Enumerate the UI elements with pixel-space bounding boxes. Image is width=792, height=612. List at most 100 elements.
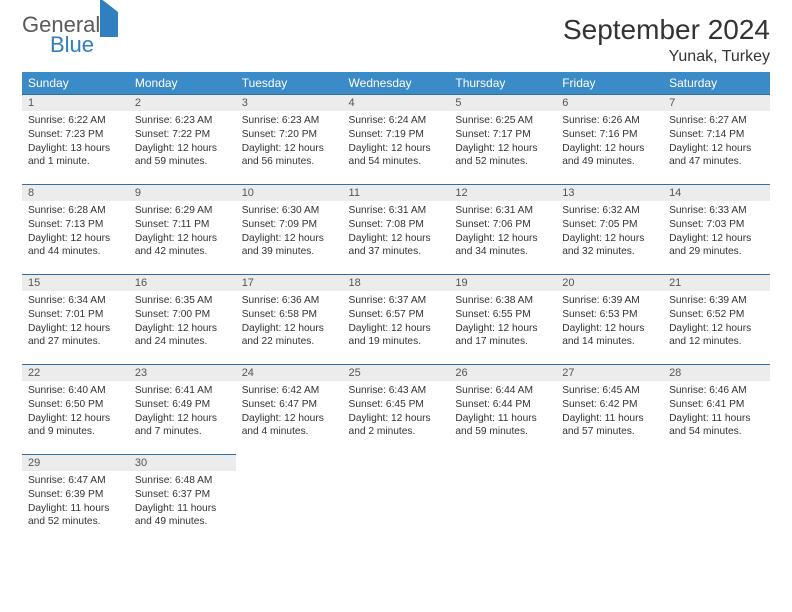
day-info: Sunrise: 6:30 AMSunset: 7:09 PMDaylight:… bbox=[236, 201, 343, 263]
day-info: Sunrise: 6:43 AMSunset: 6:45 PMDaylight:… bbox=[343, 381, 450, 443]
day-cell: 21Sunrise: 6:39 AMSunset: 6:52 PMDayligh… bbox=[663, 274, 770, 364]
weekday-row: Sunday Monday Tuesday Wednesday Thursday… bbox=[22, 72, 770, 94]
day-number: 1 bbox=[22, 94, 129, 111]
calendar-table: Sunday Monday Tuesday Wednesday Thursday… bbox=[22, 72, 770, 544]
day-info: Sunrise: 6:33 AMSunset: 7:03 PMDaylight:… bbox=[663, 201, 770, 263]
day-cell: 11Sunrise: 6:31 AMSunset: 7:08 PMDayligh… bbox=[343, 184, 450, 274]
day-cell: 24Sunrise: 6:42 AMSunset: 6:47 PMDayligh… bbox=[236, 364, 343, 454]
col-tue: Tuesday bbox=[236, 72, 343, 94]
day-cell: 15Sunrise: 6:34 AMSunset: 7:01 PMDayligh… bbox=[22, 274, 129, 364]
day-info: Sunrise: 6:39 AMSunset: 6:53 PMDaylight:… bbox=[556, 291, 663, 353]
table-row: 8Sunrise: 6:28 AMSunset: 7:13 PMDaylight… bbox=[22, 184, 770, 274]
day-cell: 1Sunrise: 6:22 AMSunset: 7:23 PMDaylight… bbox=[22, 94, 129, 184]
day-number: 9 bbox=[129, 184, 236, 201]
day-info: Sunrise: 6:24 AMSunset: 7:19 PMDaylight:… bbox=[343, 111, 450, 173]
day-number: 24 bbox=[236, 364, 343, 381]
day-number: 23 bbox=[129, 364, 236, 381]
day-info: Sunrise: 6:26 AMSunset: 7:16 PMDaylight:… bbox=[556, 111, 663, 173]
day-number: 12 bbox=[449, 184, 556, 201]
col-sat: Saturday bbox=[663, 72, 770, 94]
day-cell: 8Sunrise: 6:28 AMSunset: 7:13 PMDaylight… bbox=[22, 184, 129, 274]
day-info: Sunrise: 6:32 AMSunset: 7:05 PMDaylight:… bbox=[556, 201, 663, 263]
day-cell: 18Sunrise: 6:37 AMSunset: 6:57 PMDayligh… bbox=[343, 274, 450, 364]
day-cell: 22Sunrise: 6:40 AMSunset: 6:50 PMDayligh… bbox=[22, 364, 129, 454]
day-info: Sunrise: 6:47 AMSunset: 6:39 PMDaylight:… bbox=[22, 471, 129, 533]
table-row: 15Sunrise: 6:34 AMSunset: 7:01 PMDayligh… bbox=[22, 274, 770, 364]
day-number: 10 bbox=[236, 184, 343, 201]
day-cell bbox=[449, 454, 556, 544]
day-number: 15 bbox=[22, 274, 129, 291]
day-number: 25 bbox=[343, 364, 450, 381]
day-number: 14 bbox=[663, 184, 770, 201]
day-info: Sunrise: 6:42 AMSunset: 6:47 PMDaylight:… bbox=[236, 381, 343, 443]
day-number: 2 bbox=[129, 94, 236, 111]
day-number: 30 bbox=[129, 454, 236, 471]
day-cell: 13Sunrise: 6:32 AMSunset: 7:05 PMDayligh… bbox=[556, 184, 663, 274]
day-info: Sunrise: 6:44 AMSunset: 6:44 PMDaylight:… bbox=[449, 381, 556, 443]
day-cell: 5Sunrise: 6:25 AMSunset: 7:17 PMDaylight… bbox=[449, 94, 556, 184]
day-info: Sunrise: 6:41 AMSunset: 6:49 PMDaylight:… bbox=[129, 381, 236, 443]
day-cell: 9Sunrise: 6:29 AMSunset: 7:11 PMDaylight… bbox=[129, 184, 236, 274]
day-cell: 3Sunrise: 6:23 AMSunset: 7:20 PMDaylight… bbox=[236, 94, 343, 184]
day-cell: 23Sunrise: 6:41 AMSunset: 6:49 PMDayligh… bbox=[129, 364, 236, 454]
day-number: 7 bbox=[663, 94, 770, 111]
day-info: Sunrise: 6:45 AMSunset: 6:42 PMDaylight:… bbox=[556, 381, 663, 443]
day-cell: 30Sunrise: 6:48 AMSunset: 6:37 PMDayligh… bbox=[129, 454, 236, 544]
logo-text: General Blue bbox=[22, 14, 118, 56]
col-mon: Monday bbox=[129, 72, 236, 94]
day-number: 3 bbox=[236, 94, 343, 111]
day-info: Sunrise: 6:28 AMSunset: 7:13 PMDaylight:… bbox=[22, 201, 129, 263]
day-cell: 29Sunrise: 6:47 AMSunset: 6:39 PMDayligh… bbox=[22, 454, 129, 544]
logo: General Blue bbox=[22, 14, 118, 56]
day-cell: 20Sunrise: 6:39 AMSunset: 6:53 PMDayligh… bbox=[556, 274, 663, 364]
day-info: Sunrise: 6:31 AMSunset: 7:06 PMDaylight:… bbox=[449, 201, 556, 263]
sail-icon bbox=[100, 0, 118, 37]
day-number: 29 bbox=[22, 454, 129, 471]
day-number: 27 bbox=[556, 364, 663, 381]
day-info: Sunrise: 6:29 AMSunset: 7:11 PMDaylight:… bbox=[129, 201, 236, 263]
day-cell: 7Sunrise: 6:27 AMSunset: 7:14 PMDaylight… bbox=[663, 94, 770, 184]
day-cell: 2Sunrise: 6:23 AMSunset: 7:22 PMDaylight… bbox=[129, 94, 236, 184]
page-title: September 2024 bbox=[563, 14, 770, 46]
day-cell: 26Sunrise: 6:44 AMSunset: 6:44 PMDayligh… bbox=[449, 364, 556, 454]
day-info: Sunrise: 6:27 AMSunset: 7:14 PMDaylight:… bbox=[663, 111, 770, 173]
day-cell bbox=[663, 454, 770, 544]
day-number: 20 bbox=[556, 274, 663, 291]
day-cell: 16Sunrise: 6:35 AMSunset: 7:00 PMDayligh… bbox=[129, 274, 236, 364]
day-info: Sunrise: 6:38 AMSunset: 6:55 PMDaylight:… bbox=[449, 291, 556, 353]
day-cell: 19Sunrise: 6:38 AMSunset: 6:55 PMDayligh… bbox=[449, 274, 556, 364]
day-cell: 27Sunrise: 6:45 AMSunset: 6:42 PMDayligh… bbox=[556, 364, 663, 454]
day-number: 26 bbox=[449, 364, 556, 381]
day-info: Sunrise: 6:39 AMSunset: 6:52 PMDaylight:… bbox=[663, 291, 770, 353]
day-number: 5 bbox=[449, 94, 556, 111]
location: Yunak, Turkey bbox=[563, 48, 770, 66]
day-info: Sunrise: 6:48 AMSunset: 6:37 PMDaylight:… bbox=[129, 471, 236, 533]
day-info: Sunrise: 6:22 AMSunset: 7:23 PMDaylight:… bbox=[22, 111, 129, 173]
day-info: Sunrise: 6:25 AMSunset: 7:17 PMDaylight:… bbox=[449, 111, 556, 173]
day-info: Sunrise: 6:36 AMSunset: 6:58 PMDaylight:… bbox=[236, 291, 343, 353]
day-number: 28 bbox=[663, 364, 770, 381]
day-info: Sunrise: 6:31 AMSunset: 7:08 PMDaylight:… bbox=[343, 201, 450, 263]
day-cell: 25Sunrise: 6:43 AMSunset: 6:45 PMDayligh… bbox=[343, 364, 450, 454]
day-info: Sunrise: 6:23 AMSunset: 7:22 PMDaylight:… bbox=[129, 111, 236, 173]
day-number: 6 bbox=[556, 94, 663, 111]
header: General Blue September 2024 Yunak, Turke… bbox=[22, 14, 770, 66]
day-info: Sunrise: 6:37 AMSunset: 6:57 PMDaylight:… bbox=[343, 291, 450, 353]
day-info: Sunrise: 6:23 AMSunset: 7:20 PMDaylight:… bbox=[236, 111, 343, 173]
day-number: 8 bbox=[22, 184, 129, 201]
title-block: September 2024 Yunak, Turkey bbox=[563, 14, 770, 66]
logo-part2: Blue bbox=[50, 34, 118, 56]
day-number: 17 bbox=[236, 274, 343, 291]
day-cell bbox=[236, 454, 343, 544]
day-number: 19 bbox=[449, 274, 556, 291]
day-cell bbox=[343, 454, 450, 544]
table-row: 29Sunrise: 6:47 AMSunset: 6:39 PMDayligh… bbox=[22, 454, 770, 544]
col-wed: Wednesday bbox=[343, 72, 450, 94]
day-number: 22 bbox=[22, 364, 129, 381]
col-fri: Friday bbox=[556, 72, 663, 94]
day-info: Sunrise: 6:35 AMSunset: 7:00 PMDaylight:… bbox=[129, 291, 236, 353]
table-row: 22Sunrise: 6:40 AMSunset: 6:50 PMDayligh… bbox=[22, 364, 770, 454]
day-number: 4 bbox=[343, 94, 450, 111]
day-info: Sunrise: 6:34 AMSunset: 7:01 PMDaylight:… bbox=[22, 291, 129, 353]
day-cell: 4Sunrise: 6:24 AMSunset: 7:19 PMDaylight… bbox=[343, 94, 450, 184]
